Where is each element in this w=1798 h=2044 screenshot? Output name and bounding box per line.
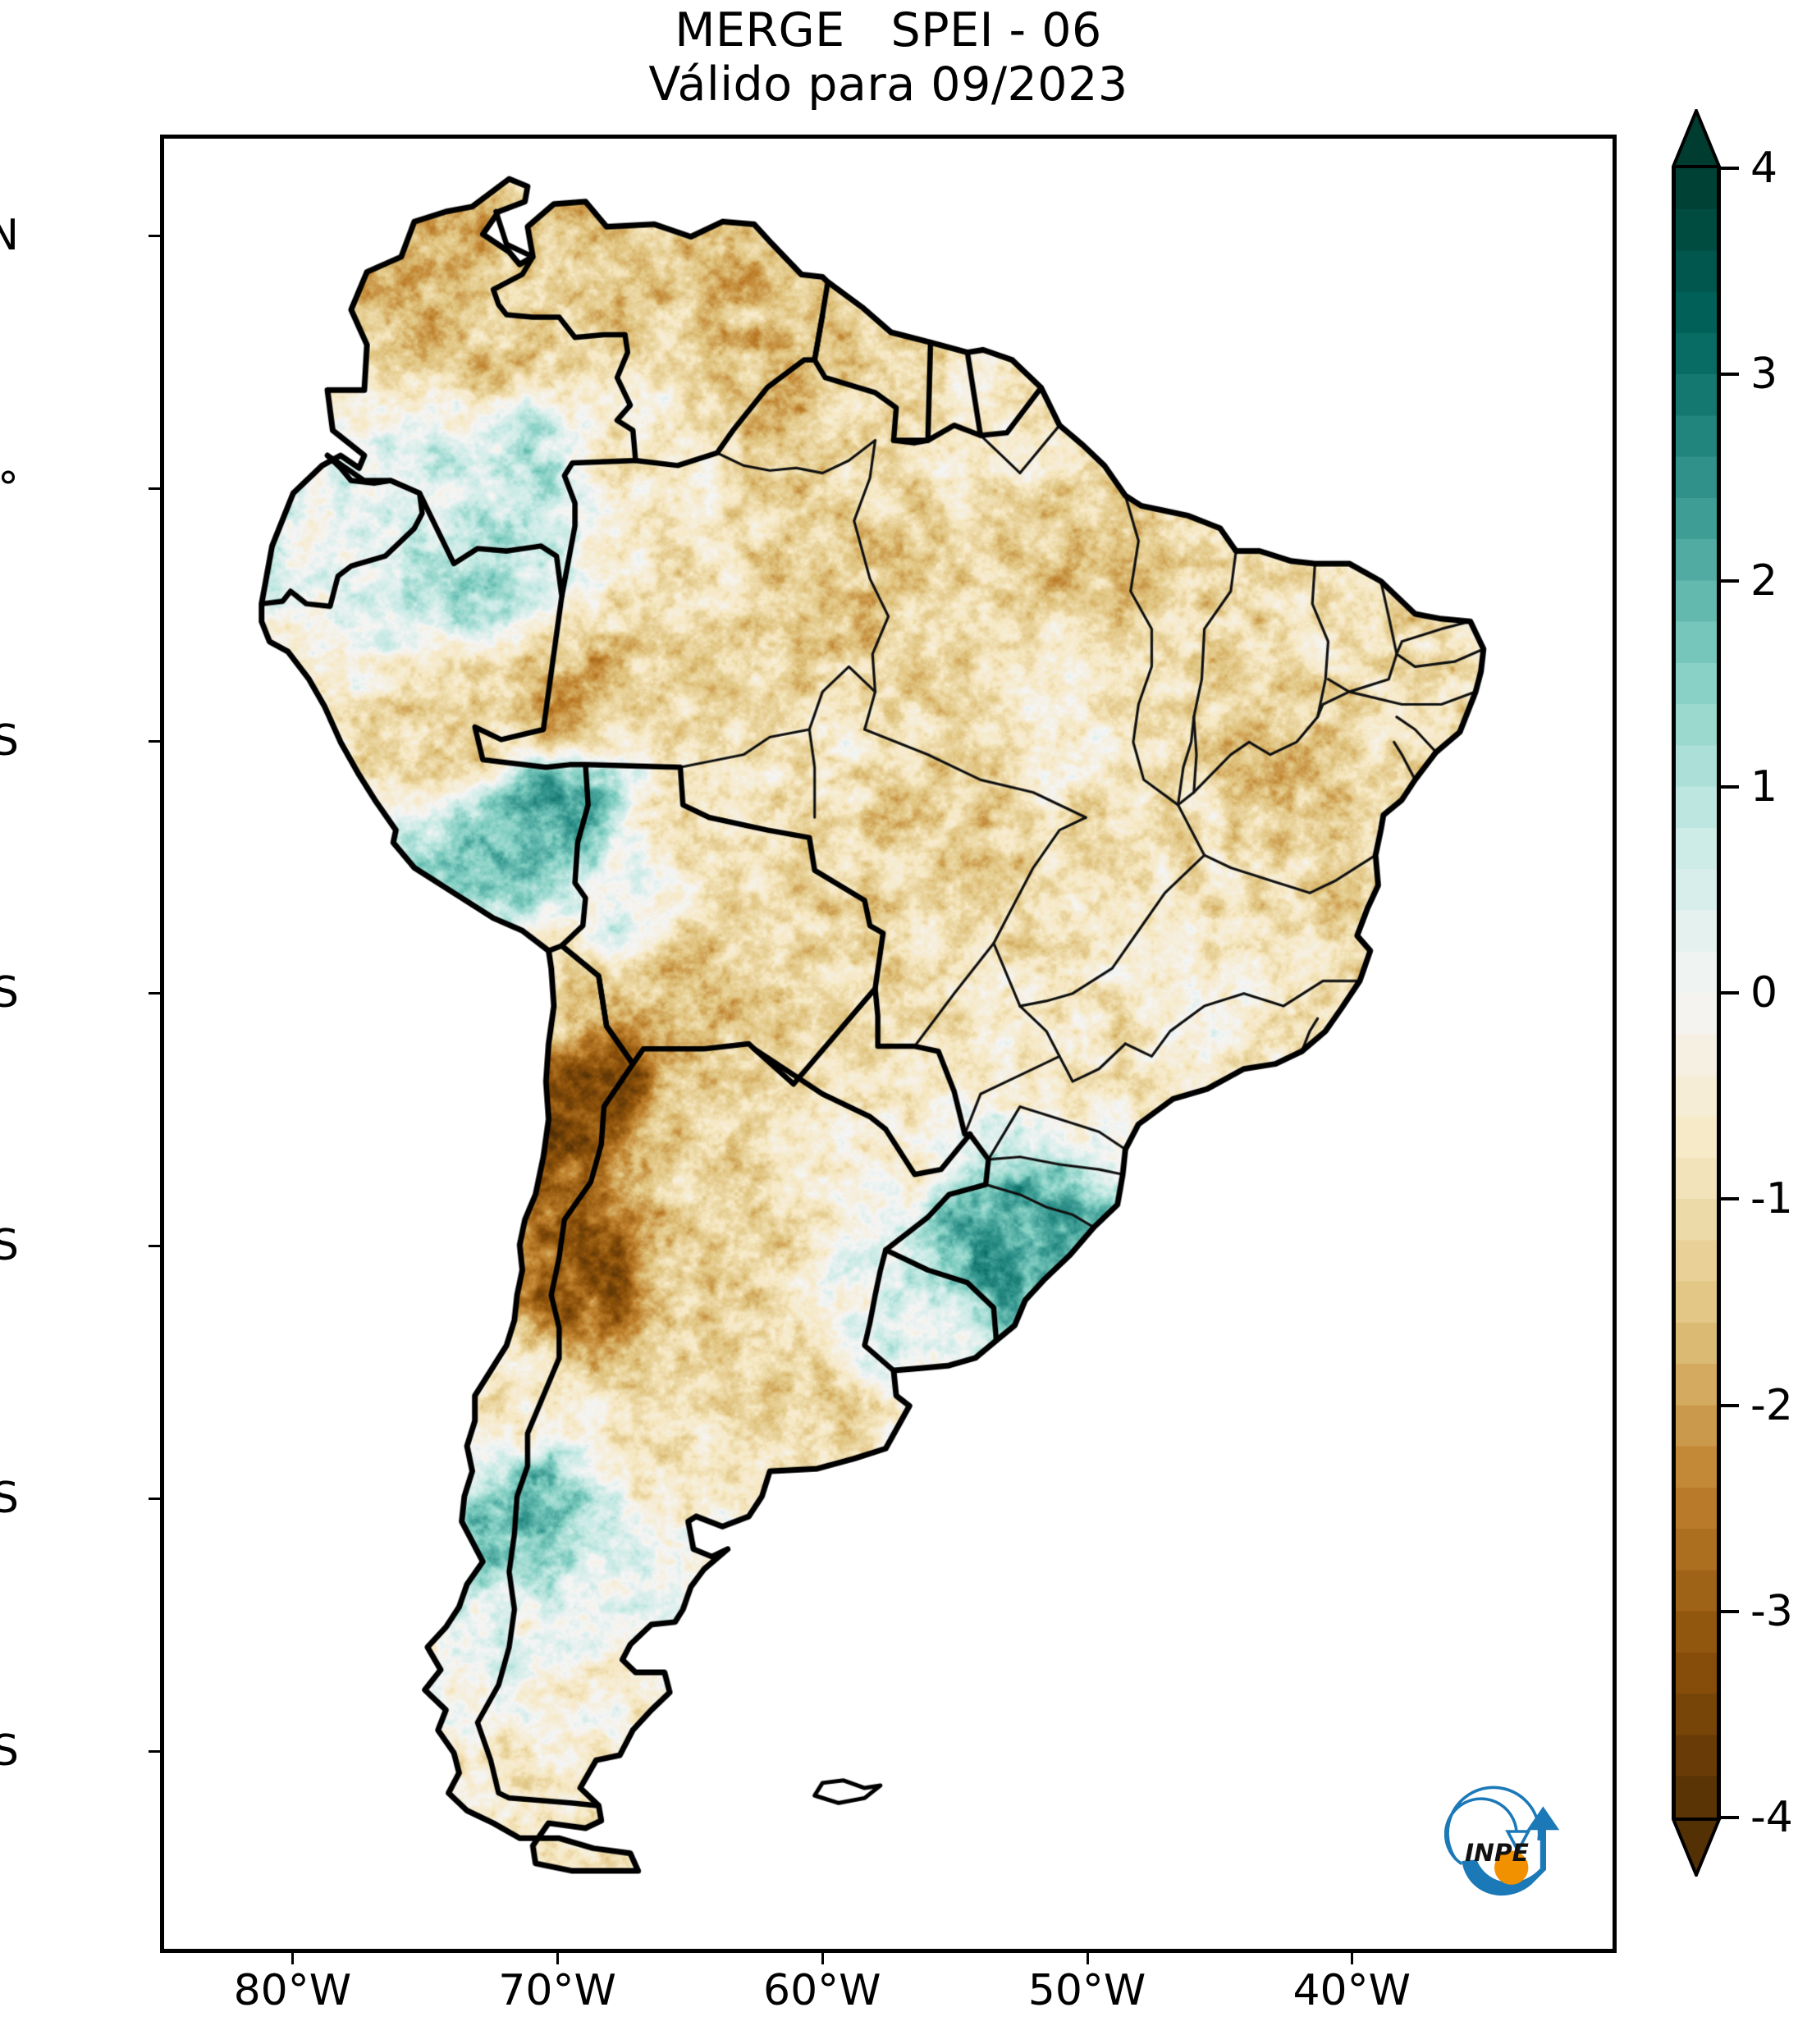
colorbar-tickmark — [1721, 1609, 1739, 1613]
spei-heatmap-canvas — [164, 139, 1613, 1949]
page-title: MERGE SPEI - 06 — [675, 3, 1102, 57]
x-tick-80°W: 80°W — [233, 1966, 352, 2015]
x-tickmark — [1086, 1953, 1089, 1964]
inpe-logo-outline-arc — [1443, 1786, 1541, 1866]
x-tickmark — [556, 1953, 560, 1964]
colorbar-label-4: 4 — [1750, 144, 1778, 193]
x-tick-60°W: 60°W — [763, 1966, 881, 2015]
x-tickmark — [291, 1953, 295, 1964]
y-tickmark — [149, 1749, 160, 1753]
y-tick-10°N: 10°N — [0, 211, 19, 261]
y-tickmark — [149, 487, 160, 490]
colorbar-label-minus3: -3 — [1750, 1586, 1793, 1636]
x-tickmark — [821, 1953, 824, 1964]
colorbar-gradient — [1676, 168, 1717, 1818]
y-tick-30°S: 30°S — [0, 1221, 19, 1271]
chart-title-block: MERGE SPEI - 06 Válido para 09/2023 — [160, 3, 1617, 112]
colorbar: 4 3 2 1 0 -1 -2 -3 -4 — [1672, 109, 1793, 1877]
colorbar-tickmark — [1721, 991, 1739, 995]
y-tick-40°S: 40°S — [0, 1474, 19, 1523]
y-tickmark — [149, 992, 160, 995]
chart-subtitle: Válido para 09/2023 — [648, 57, 1128, 112]
inpe-logo-swoosh — [1462, 1806, 1560, 1896]
colorbar-label-3: 3 — [1750, 350, 1778, 400]
colorbar-label-1: 1 — [1750, 761, 1778, 812]
y-tickmark — [149, 1498, 160, 1500]
colorbar-label-2: 2 — [1750, 556, 1778, 606]
x-tick-40°W: 40°W — [1292, 1966, 1411, 2015]
colorbar-extend-max-arrow — [1672, 109, 1721, 168]
x-tickmark — [1351, 1953, 1354, 1964]
colorbar-tickmark — [1721, 167, 1739, 170]
y-tick-20°S: 20°S — [0, 968, 19, 1018]
y-tickmark — [149, 235, 160, 238]
colorbar-tickmark — [1721, 373, 1739, 377]
colorbar-tickmark — [1721, 1197, 1739, 1201]
colorbar-label-0: 0 — [1750, 968, 1778, 1017]
map-plot-area[interactable] — [160, 135, 1617, 1953]
inpe-logo: INPE — [1443, 1786, 1560, 1896]
x-tick-70°W: 70°W — [498, 1966, 616, 2015]
colorbar-label-minus2: -2 — [1750, 1380, 1793, 1430]
colorbar-tickmark — [1721, 578, 1739, 583]
colorbar-gradient-body — [1672, 168, 1721, 1818]
y-tick-10°S: 10°S — [0, 716, 19, 766]
y-tickmark — [149, 1245, 160, 1248]
inpe-logo-dot — [1494, 1850, 1529, 1885]
x-tick-50°W: 50°W — [1027, 1966, 1146, 2015]
colorbar-extend-min-arrow — [1672, 1818, 1721, 1877]
y-tickmark — [149, 739, 160, 743]
colorbar-tickmark — [1721, 1403, 1739, 1407]
colorbar-label-minus4: -4 — [1750, 1793, 1793, 1842]
colorbar-label-minus1: -1 — [1750, 1174, 1793, 1224]
y-tick-0°: 0° — [0, 463, 19, 513]
inpe-logo-text: INPE — [1465, 1839, 1529, 1868]
colorbar-tickmark — [1721, 1816, 1739, 1819]
y-tick-50°S: 50°S — [0, 1726, 19, 1776]
colorbar-tickmark — [1721, 784, 1739, 789]
